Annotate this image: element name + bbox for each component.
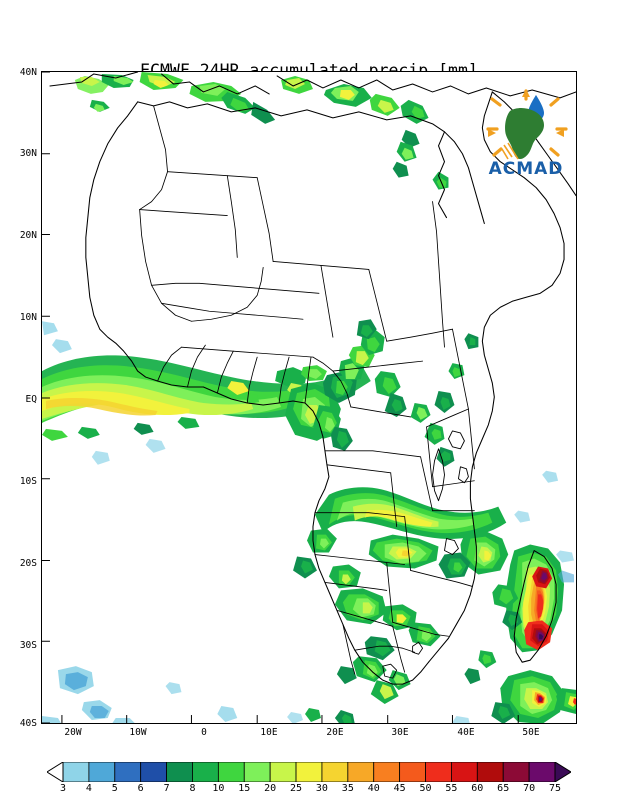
colorbar-cell (321, 762, 349, 782)
colorbar-tick-label: 35 (341, 783, 354, 794)
colorbar-swatches (47, 762, 571, 782)
colorbar-tick-label: 70 (523, 783, 536, 794)
acmad-logo: ACMAD (478, 85, 574, 185)
colorbar-tick-label: 3 (59, 783, 67, 794)
colorbar-cell (295, 762, 323, 782)
y-tick-30S: 30S (19, 640, 37, 651)
colorbar-cell (502, 762, 530, 782)
colorbar-tick-label: 6 (137, 783, 144, 794)
colorbar-cell (192, 762, 219, 782)
x-tick-20W: 20W (64, 727, 82, 738)
colorbar-cell (476, 762, 504, 782)
colorbar-tick-label: 5 (111, 783, 118, 794)
precip-ocean-speckle (42, 321, 575, 723)
precip-southern-africa (293, 487, 507, 723)
colorbar-tick-labels: 3 4 5 6 7 8 10 15 20 25 30 35 40 45 50 55 60 65 70 75 (47, 783, 571, 797)
precip-madagascar (438, 530, 576, 723)
colorbar-cell (347, 762, 375, 782)
y-tick-40N: 40N (19, 67, 37, 78)
colorbar-tick-label: 10 (212, 783, 225, 794)
colorbar-tick-label: 60 (471, 783, 484, 794)
acmad-logo-mark (486, 89, 568, 160)
precip-field (42, 72, 576, 723)
colorbar-cell (114, 762, 142, 782)
acmad-logo-text: ACMAD (488, 159, 564, 179)
x-tick-50E: 50E (522, 727, 540, 738)
sun-ray-triangles-icon (488, 89, 564, 137)
colorbar-cell (140, 762, 167, 782)
x-tick-10W: 10W (129, 727, 147, 738)
colorbar: 3 4 5 6 7 8 10 15 20 25 30 35 40 45 50 55 60 65 70 75 (47, 762, 571, 794)
map-coastlines (49, 72, 576, 685)
logo-hatch (501, 142, 519, 160)
colorbar-tick-label: 45 (393, 783, 406, 794)
y-tick-20N: 20N (19, 230, 37, 241)
colorbar-cell (166, 762, 193, 782)
colorbar-tick-label: 55 (445, 783, 458, 794)
colorbar-tick-label: 15 (238, 783, 251, 794)
y-tick-40S: 40S (19, 718, 37, 729)
colorbar-cell (528, 762, 556, 782)
africa-silhouette-icon (505, 108, 544, 159)
colorbar-tick-label: 65 (497, 783, 510, 794)
y-tick-10S: 10S (19, 476, 37, 487)
y-tick-30N: 30N (19, 148, 37, 159)
x-tick-40E: 40E (457, 727, 475, 738)
precip-central-africa (285, 319, 479, 467)
colorbar-tick-label: 40 (367, 783, 380, 794)
y-tick-EQ: EQ (25, 394, 37, 405)
colorbar-tick-label: 4 (85, 783, 92, 794)
axis-ticks (42, 72, 519, 723)
colorbar-tick-label: 25 (290, 783, 303, 794)
precip-north-africa (74, 72, 449, 190)
colorbar-tick-label: 30 (315, 783, 328, 794)
colorbar-cell (373, 762, 401, 782)
colorbar-right-arrow (554, 762, 571, 782)
colorbar-cell (243, 762, 271, 782)
x-tick-0: 0 (201, 727, 207, 738)
map-canvas (42, 72, 576, 723)
colorbar-tick-label: 8 (189, 783, 196, 794)
x-tick-30E: 30E (391, 727, 409, 738)
colorbar-left-arrow (47, 762, 64, 782)
colorbar-cell (88, 762, 116, 782)
x-tick-20E: 20E (326, 727, 344, 738)
colorbar-cell (425, 762, 452, 782)
y-tick-10N: 10N (19, 312, 37, 323)
x-tick-10E: 10E (260, 727, 278, 738)
colorbar-tick-label: 20 (264, 783, 277, 794)
y-tick-20S: 20S (19, 558, 37, 569)
colorbar-tick-label: 7 (163, 783, 170, 794)
colorbar-tick-label: 50 (419, 783, 432, 794)
colorbar-tick-label: 75 (548, 783, 562, 794)
colorbar-cell (451, 762, 478, 782)
colorbar-cell (217, 762, 245, 782)
colorbar-cell (269, 762, 297, 782)
colorbar-cell (62, 762, 90, 782)
colorbar-cell (399, 762, 426, 782)
map-panel: ACMAD (41, 71, 577, 724)
